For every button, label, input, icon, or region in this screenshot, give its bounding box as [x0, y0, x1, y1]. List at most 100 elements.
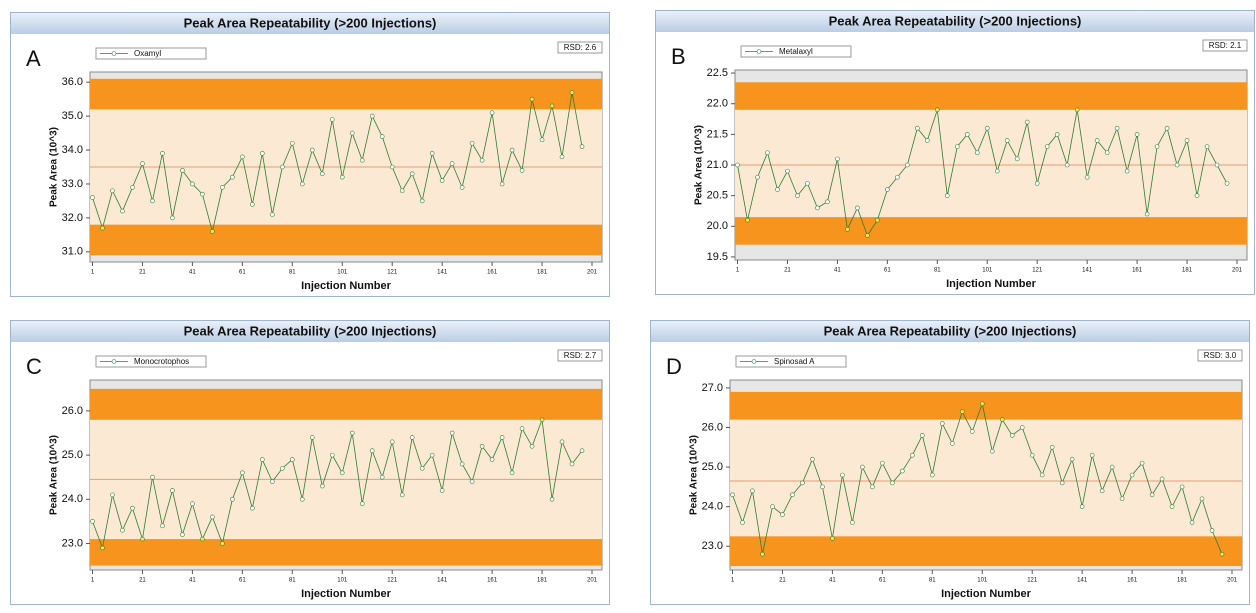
y-tick-label: 24.0 [62, 493, 83, 505]
data-point [389, 164, 395, 170]
data-point [339, 174, 345, 180]
data-point [200, 191, 205, 197]
data-point [419, 466, 425, 471]
data-point [369, 448, 375, 453]
y-tick-label: 21.0 [707, 159, 728, 171]
x-tick-label: 181 [1182, 268, 1193, 274]
y-tick-label: 22.0 [707, 98, 728, 110]
data-point [309, 147, 315, 153]
data-point [855, 205, 860, 211]
x-tick-label: 141 [437, 270, 448, 276]
data-point [1089, 452, 1095, 458]
x-tick-label: 81 [289, 270, 296, 276]
x-tick-label: 101 [982, 268, 993, 274]
data-point [260, 457, 265, 462]
data-point [790, 492, 795, 498]
data-point [329, 117, 335, 122]
y-tick-label: 36.0 [62, 76, 83, 88]
y-tick-label: 25.0 [62, 449, 83, 461]
data-point [250, 505, 255, 511]
data-point [489, 457, 495, 462]
data-point [1159, 476, 1165, 482]
data-point [210, 514, 215, 520]
data-point [180, 532, 185, 537]
chart-panel: Peak Area Repeatability (>200 Injections… [650, 320, 1250, 605]
data-point [260, 151, 265, 156]
x-tick-label: 181 [537, 578, 548, 584]
data-point [240, 154, 245, 160]
data-point [170, 215, 175, 221]
data-point [865, 233, 870, 238]
data-point [359, 501, 365, 507]
chart-panel: Peak Area Repeatability (>200 Injections… [655, 10, 1255, 295]
data-point [1039, 472, 1045, 478]
data-point [1154, 144, 1160, 149]
data-point [820, 484, 825, 490]
data-point [1044, 144, 1050, 149]
data-point [399, 188, 405, 194]
y-tick-label: 27.0 [702, 382, 723, 394]
data-point [579, 144, 585, 149]
data-point [429, 151, 435, 156]
data-point [429, 452, 435, 458]
chart-title: Peak Area Repeatability (>200 Injections… [829, 13, 1082, 28]
data-point [875, 217, 880, 223]
data-point [760, 551, 765, 557]
data-point [1049, 444, 1055, 450]
data-point [895, 174, 900, 180]
data-point [230, 174, 235, 180]
x-tick-label: 201 [587, 270, 598, 276]
data-point [90, 195, 95, 200]
data-point [780, 512, 785, 517]
legend-label: Oxamyl [134, 49, 161, 58]
data-point [150, 474, 155, 480]
y-axis-label: Peak Area (10^3) [49, 435, 60, 515]
data-point [220, 185, 225, 190]
control-band [730, 391, 1242, 420]
title-bar [651, 321, 1249, 342]
data-point [479, 157, 485, 163]
x-tick-label: 41 [829, 578, 836, 584]
data-point [930, 472, 935, 478]
data-point [399, 492, 405, 498]
data-point [1029, 452, 1035, 458]
chart-panel: Peak Area Repeatability (>200 Injections… [10, 12, 610, 297]
data-point [309, 435, 315, 440]
data-point [815, 205, 820, 211]
data-point [885, 187, 890, 192]
data-point [795, 193, 800, 198]
legend-marker [111, 51, 117, 56]
data-point [190, 181, 195, 187]
data-point [100, 545, 105, 551]
x-tick-label: 81 [289, 578, 296, 584]
data-point [110, 188, 115, 194]
data-point [925, 138, 930, 143]
y-tick-label: 31.0 [62, 246, 83, 258]
data-point [549, 103, 555, 109]
data-point [1079, 504, 1085, 509]
inner-band [735, 109, 1247, 218]
data-point [160, 151, 165, 156]
data-point [220, 541, 225, 546]
data-point [1184, 138, 1190, 143]
x-tick-label: 141 [437, 578, 448, 584]
data-point [509, 470, 515, 476]
data-point [140, 536, 145, 542]
data-point [499, 435, 505, 440]
data-point [845, 227, 850, 232]
data-point [180, 168, 185, 173]
data-point [830, 536, 835, 541]
panel-letter: D [666, 354, 682, 379]
x-tick-label: 161 [487, 270, 498, 276]
data-point [519, 168, 525, 173]
control-band [90, 539, 602, 566]
data-point [519, 426, 525, 431]
y-tick-label: 22.5 [707, 67, 728, 79]
data-point [290, 457, 295, 462]
y-tick-label: 25.0 [702, 461, 723, 473]
data-point [449, 430, 455, 436]
data-point [905, 162, 910, 168]
data-point [1094, 138, 1100, 143]
x-tick-label: 21 [779, 578, 786, 584]
data-point [750, 488, 755, 494]
